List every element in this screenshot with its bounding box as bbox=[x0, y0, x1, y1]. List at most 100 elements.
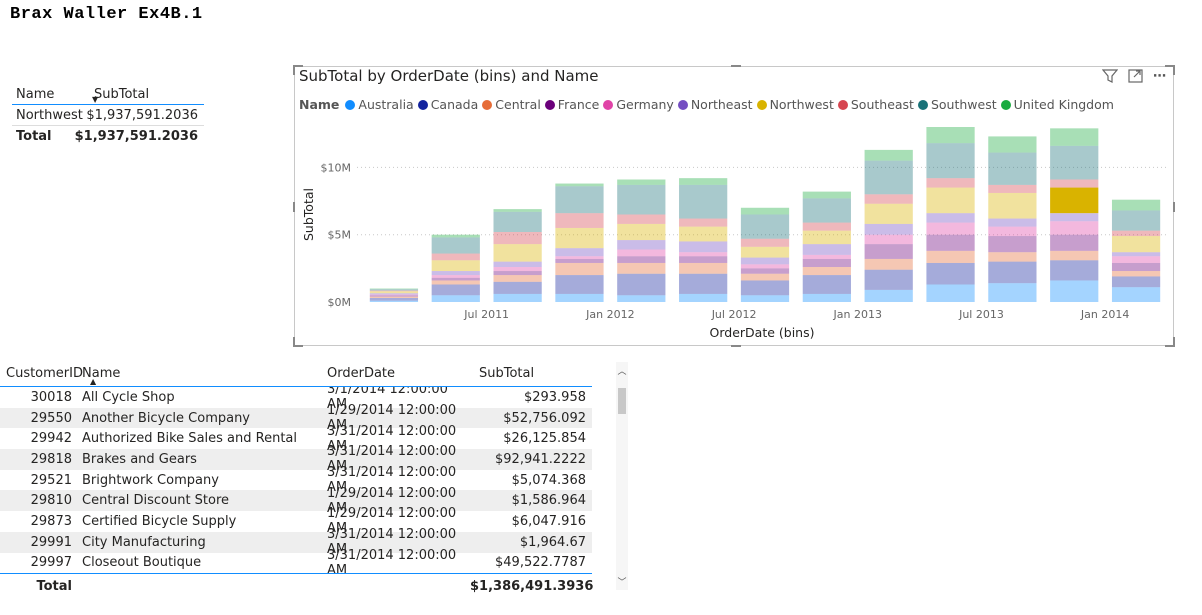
bar-segment[interactable] bbox=[555, 275, 604, 294]
bar-segment[interactable] bbox=[431, 275, 480, 278]
bar-segment[interactable] bbox=[1111, 276, 1161, 288]
bar-segment[interactable] bbox=[988, 192, 1037, 219]
bar-segment[interactable] bbox=[679, 252, 728, 257]
bar-segment[interactable] bbox=[679, 184, 728, 219]
legend-item[interactable]: Northwest bbox=[756, 97, 834, 112]
bar-segment[interactable] bbox=[864, 194, 913, 204]
bar-segment[interactable] bbox=[802, 230, 851, 245]
bar-segment[interactable] bbox=[802, 267, 851, 276]
bar-segment[interactable] bbox=[679, 241, 728, 253]
bar-segment[interactable] bbox=[740, 214, 790, 239]
table-row[interactable]: 29810 Central Discount Store 1/29/2014 12:… bbox=[0, 486, 592, 516]
bar-segment[interactable] bbox=[864, 258, 913, 270]
bar-segment[interactable] bbox=[740, 246, 790, 258]
bar-segment[interactable] bbox=[369, 294, 419, 296]
bar-segment[interactable] bbox=[1050, 145, 1099, 180]
bar-segment[interactable] bbox=[926, 213, 975, 223]
bar-segment[interactable] bbox=[617, 249, 666, 257]
filter-icon[interactable] bbox=[1101, 69, 1119, 87]
bar-segment[interactable] bbox=[431, 237, 480, 254]
bar-segment[interactable] bbox=[802, 222, 851, 231]
resize-handle[interactable] bbox=[731, 337, 741, 347]
bar-segment[interactable] bbox=[431, 295, 480, 302]
bar-segment[interactable] bbox=[1111, 199, 1161, 211]
resize-handle[interactable] bbox=[731, 65, 741, 75]
column-header-name[interactable]: Name bbox=[16, 87, 55, 102]
bar-segment[interactable] bbox=[431, 234, 480, 238]
bar-segment[interactable] bbox=[617, 273, 666, 296]
bar-segment[interactable] bbox=[493, 271, 542, 276]
bar-segment[interactable] bbox=[740, 268, 790, 274]
bar-segment[interactable] bbox=[864, 149, 913, 161]
bar-segment[interactable] bbox=[679, 256, 728, 263]
bar-segment[interactable] bbox=[493, 232, 542, 245]
bar-segment[interactable] bbox=[1050, 213, 1099, 222]
scroll-up-icon[interactable]: ︿ bbox=[617, 367, 627, 377]
bar-segment[interactable] bbox=[369, 289, 419, 291]
column-header-orderdate[interactable]: OrderDate bbox=[327, 365, 396, 381]
legend-item[interactable]: Northeast bbox=[677, 97, 753, 112]
bar-segment[interactable] bbox=[740, 273, 790, 281]
resize-handle[interactable] bbox=[293, 65, 303, 75]
bar-segment[interactable] bbox=[988, 152, 1037, 185]
bar-segment[interactable] bbox=[926, 143, 975, 179]
bar-segment[interactable] bbox=[369, 293, 419, 295]
bar-segment[interactable] bbox=[1050, 280, 1099, 302]
bar-segment[interactable] bbox=[493, 261, 542, 267]
column-header-customerid[interactable]: CustomerID bbox=[6, 365, 83, 381]
sort-descending-icon[interactable]: ▼ bbox=[92, 95, 99, 104]
bar-segment[interactable] bbox=[1111, 287, 1161, 302]
bar-segment[interactable] bbox=[864, 289, 913, 302]
sort-ascending-icon[interactable]: ▲ bbox=[90, 377, 97, 386]
legend-item[interactable]: Germany bbox=[603, 97, 674, 112]
bar-segment[interactable] bbox=[1111, 236, 1161, 253]
bar-segment[interactable] bbox=[679, 262, 728, 274]
bar-segment[interactable] bbox=[555, 227, 604, 249]
bar-segment[interactable] bbox=[431, 284, 480, 296]
scroll-thumb[interactable] bbox=[618, 388, 626, 414]
bar-segment[interactable] bbox=[493, 209, 542, 212]
bar-segment[interactable] bbox=[864, 244, 913, 259]
table-row[interactable]: 29873 Certified Bicycle Supply 1/29/2014 1… bbox=[0, 506, 592, 536]
table-row[interactable]: 29997 Closeout Boutique 3/31/2014 12:00:00… bbox=[0, 548, 592, 573]
bar-segment[interactable] bbox=[679, 218, 728, 227]
bar-segment[interactable] bbox=[617, 223, 666, 241]
bar-segment[interactable] bbox=[1111, 230, 1161, 237]
bar-segment[interactable] bbox=[740, 295, 790, 302]
bar-segment[interactable] bbox=[1050, 221, 1099, 235]
bar-segment[interactable] bbox=[679, 226, 728, 242]
table-row[interactable]: 30018 All Cycle Shop 3/1/2014 12:00:00 AM $… bbox=[0, 387, 592, 412]
bar-segment[interactable] bbox=[617, 179, 666, 185]
table-row[interactable]: 29521 Brightwork Company 3/31/2014 12:00:0… bbox=[0, 465, 592, 495]
bar-segment[interactable] bbox=[740, 257, 790, 265]
more-options-icon[interactable]: ⋯ bbox=[1153, 69, 1167, 84]
bar-segment[interactable] bbox=[1050, 260, 1099, 281]
column-header-subtotal[interactable]: SubTotal bbox=[94, 87, 150, 102]
legend-item[interactable]: Southwest bbox=[917, 97, 997, 112]
bar-segment[interactable] bbox=[555, 186, 604, 214]
bar-segment[interactable] bbox=[369, 297, 419, 301]
bar-segment[interactable] bbox=[926, 250, 975, 263]
bar-segment[interactable] bbox=[802, 244, 851, 255]
bar-segment[interactable] bbox=[431, 260, 480, 272]
bar-segment[interactable] bbox=[740, 207, 790, 215]
bar-segment[interactable] bbox=[369, 288, 419, 290]
bar-segment[interactable] bbox=[864, 203, 913, 224]
bar-segment[interactable] bbox=[679, 293, 728, 302]
bar-segment[interactable] bbox=[617, 240, 666, 250]
resize-handle[interactable] bbox=[293, 202, 303, 212]
resize-handle[interactable] bbox=[1165, 337, 1175, 347]
bar-segment[interactable] bbox=[864, 269, 913, 290]
bar-segment[interactable] bbox=[802, 275, 851, 294]
resize-handle[interactable] bbox=[293, 337, 303, 347]
focus-mode-icon[interactable] bbox=[1128, 69, 1143, 87]
bar-segment[interactable] bbox=[431, 280, 480, 285]
bar-segment[interactable] bbox=[1111, 256, 1161, 263]
bar-segment[interactable] bbox=[926, 178, 975, 188]
bar-segment[interactable] bbox=[493, 267, 542, 272]
bar-segment[interactable] bbox=[864, 160, 913, 195]
bar-segment[interactable] bbox=[988, 261, 1037, 284]
table-row[interactable]: 29942 Authorized Bike Sales and Rental 3/3… bbox=[0, 424, 592, 454]
legend-item[interactable]: United Kingdom bbox=[1000, 97, 1114, 112]
bar-segment[interactable] bbox=[988, 226, 1037, 237]
